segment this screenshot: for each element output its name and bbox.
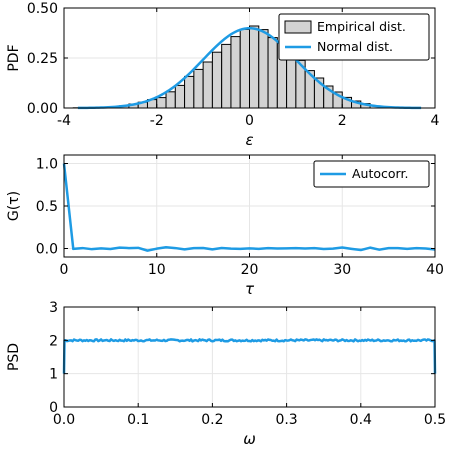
y-axis-label: PSD (6, 343, 22, 371)
series-line-autocorr- (62, 163, 436, 252)
y-tick-label: 0.25 (27, 51, 58, 67)
subplot-autocorr: 0 10 20 30 40 0.0 0.5 1.0 τ G(τ) Autocorr. (6, 154, 444, 298)
subplot-psd: 0.0 0.1 0.2 0.3 0.4 0.5 0 1 2 3 ω PSD (6, 300, 446, 448)
series-line-psd (62, 338, 437, 374)
x-tick-label: 0.4 (350, 412, 372, 428)
histogram-bar (239, 28, 251, 109)
histogram-bar (249, 25, 260, 109)
x-tick-label: 30 (333, 262, 351, 278)
legend-entry-label: Autocorr. (352, 166, 408, 181)
histogram-bar (165, 91, 176, 109)
x-tick-label: 40 (426, 262, 444, 278)
legend-box (278, 13, 430, 61)
x-tick-label: 4 (431, 113, 440, 129)
x-tick-label: 0.0 (53, 412, 75, 428)
x-tick-label: 0.2 (201, 412, 223, 428)
x-tick-label: 0.5 (424, 412, 446, 428)
y-tick-label: 1.0 (36, 157, 58, 173)
x-axis-label: ε (245, 131, 253, 149)
x-tick-label: 20 (241, 262, 259, 278)
x-tick-label: 10 (148, 262, 166, 278)
x-tick-label: 0.3 (275, 412, 297, 428)
x-tick-label: 2 (338, 113, 347, 129)
histogram-bar (202, 61, 213, 109)
histogram-bar (156, 97, 167, 109)
x-tick-label: 0 (60, 262, 69, 278)
subplot-pdf: -4 -2 0 2 4 0.00 0.25 0.50 ε PDF Empirical dist. No… (6, 1, 440, 149)
y-tick-label: 0.0 (36, 242, 58, 258)
x-tick-label: -2 (150, 113, 164, 129)
legend-swatch-bar (284, 20, 312, 34)
legend-entry-label: Empirical dist. (317, 19, 406, 34)
legend: Empirical dist. Normal dist. (278, 13, 430, 61)
histogram-bar (174, 84, 186, 109)
histogram-bar (211, 51, 223, 109)
x-tick-label: -4 (57, 113, 71, 129)
y-tick-label: 1 (49, 367, 58, 383)
plot-frame (63, 306, 436, 408)
histogram-bar (267, 37, 278, 109)
x-axis-label: τ (245, 280, 255, 298)
x-tick-label: 0.1 (127, 412, 149, 428)
y-tick-label: 0.50 (27, 1, 58, 17)
y-tick-label: 0.00 (27, 101, 58, 117)
y-tick-label: 2 (49, 333, 58, 349)
y-axis-label: PDF (6, 44, 22, 71)
histogram-bar (184, 75, 195, 109)
x-axis-label: ω (243, 430, 256, 448)
legend: Autocorr. (313, 160, 430, 188)
histogram-bar (193, 68, 204, 109)
y-axis-label: G(τ) (6, 191, 22, 221)
histogram-bar (230, 36, 241, 109)
y-tick-label: 0.5 (36, 199, 58, 215)
y-tick-label: 0 (49, 400, 58, 416)
y-tick-label: 3 (49, 300, 58, 316)
series-line-normal-dist- (77, 26, 422, 110)
x-tick-label: 0 (245, 113, 254, 129)
histogram-bar (221, 43, 232, 109)
legend-box (313, 160, 430, 188)
legend-entry-label: Normal dist. (317, 39, 393, 54)
histogram-bar (258, 29, 269, 109)
